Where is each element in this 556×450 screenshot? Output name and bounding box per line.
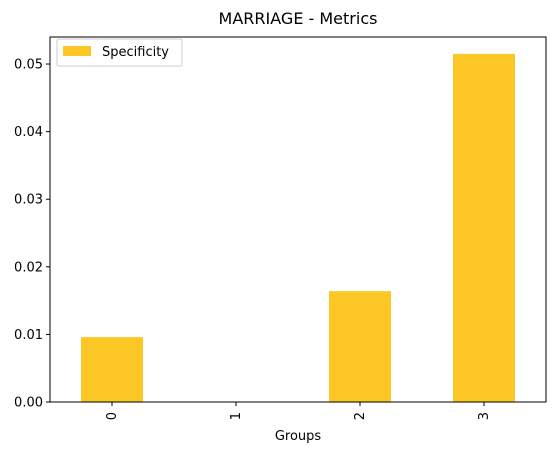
bar-2	[329, 291, 391, 402]
y-tick-label: 0.04	[14, 125, 43, 140]
chart-title: MARRIAGE - Metrics	[219, 9, 378, 28]
x-tick-label-0: 0	[105, 412, 120, 420]
bar-3	[453, 53, 515, 403]
x-tick-label-2: 2	[353, 412, 368, 420]
x-axis-label: Groups	[275, 429, 322, 444]
x-tick-label-1: 1	[229, 412, 244, 420]
y-axis: 0.00 0.01 0.02 0.03 0.04 0.05	[14, 58, 50, 411]
legend-label-specificity: Specificity	[102, 45, 169, 60]
y-tick-label: 0.05	[14, 58, 43, 73]
legend-swatch-specificity	[63, 46, 91, 56]
legend: Specificity	[56, 38, 183, 67]
y-tick-label: 0.01	[14, 328, 43, 343]
x-axis: 0 1 2 3	[105, 402, 492, 420]
y-tick-label: 0.02	[14, 260, 43, 275]
y-tick-label: 0.00	[14, 396, 43, 411]
y-tick-label: 0.03	[14, 193, 43, 208]
plot-frame	[49, 36, 547, 403]
bars-group	[81, 53, 515, 403]
legend-frame	[56, 38, 183, 67]
bar-0	[81, 337, 143, 402]
x-tick-label-3: 3	[477, 412, 492, 420]
